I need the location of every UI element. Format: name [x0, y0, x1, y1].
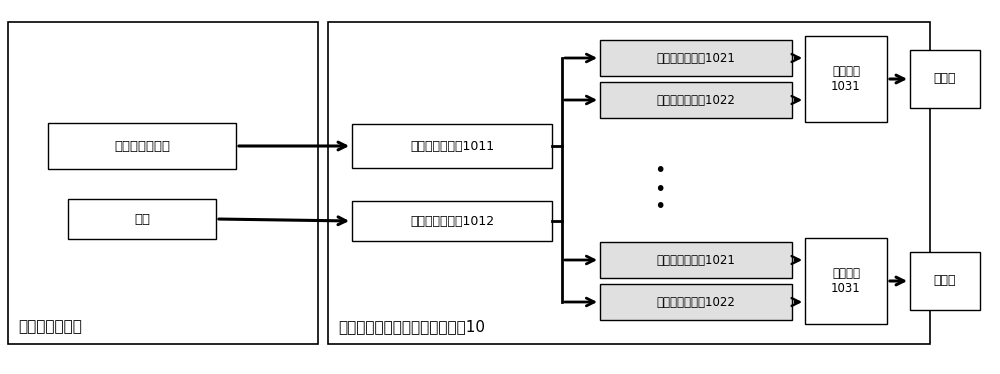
Text: 主信号隔离单兴1011: 主信号隔离单兴1011	[410, 140, 494, 153]
Text: 电源: 电源	[134, 212, 150, 226]
Text: 适用于半导体多并联的驱动电路10: 适用于半导体多并联的驱动电路10	[338, 319, 485, 334]
Text: 主功率隔离单兴1012: 主功率隔离单兴1012	[410, 215, 494, 227]
Text: 驱动单元
1031: 驱动单元 1031	[831, 65, 861, 93]
Text: •: •	[654, 180, 666, 199]
Bar	[910, 50, 980, 108]
Bar	[328, 22, 930, 344]
Text: 从信号隔离单兴1021: 从信号隔离单兴1021	[657, 254, 735, 267]
Bar	[8, 22, 318, 344]
Bar	[68, 199, 216, 239]
Text: 从信号隔离单兴1022: 从信号隔离单兴1022	[657, 94, 735, 107]
Bar	[352, 201, 552, 241]
Text: •: •	[654, 197, 666, 217]
Text: 从信号隔离单兴1022: 从信号隔离单兴1022	[657, 295, 735, 309]
Bar	[600, 284, 792, 320]
Bar	[600, 242, 792, 278]
Text: 从信号隔离单兴1021: 从信号隔离单兴1021	[657, 52, 735, 64]
Text: •: •	[654, 162, 666, 181]
Bar	[352, 124, 552, 168]
Text: 驱动单元
1031: 驱动单元 1031	[831, 267, 861, 295]
Text: 驱动信号发生器: 驱动信号发生器	[114, 140, 170, 153]
Bar	[805, 238, 887, 324]
Bar	[600, 82, 792, 118]
Text: 半导体: 半导体	[934, 73, 956, 86]
Bar	[600, 40, 792, 76]
Bar	[910, 252, 980, 310]
Bar	[805, 36, 887, 122]
Bar	[48, 123, 236, 169]
Text: 上位机控制系统: 上位机控制系统	[18, 319, 82, 334]
Text: 半导体: 半导体	[934, 275, 956, 288]
